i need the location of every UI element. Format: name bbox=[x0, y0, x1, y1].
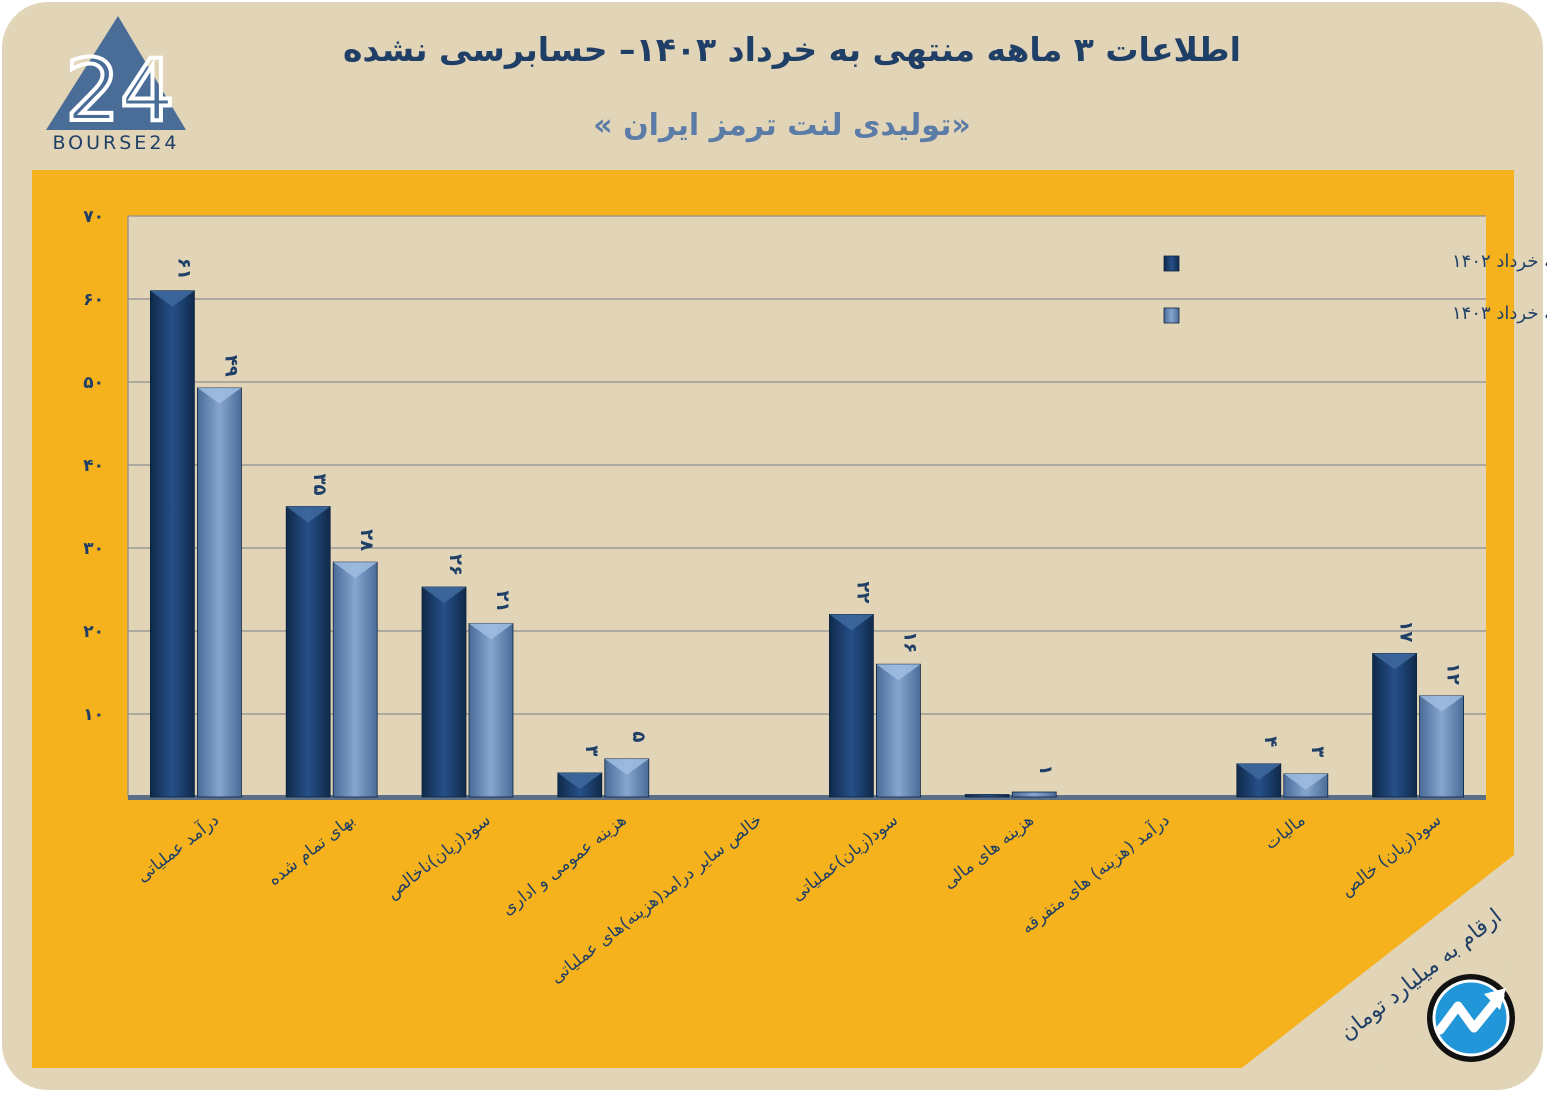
logo-mark: 24 bbox=[65, 41, 174, 141]
bar-cap bbox=[333, 562, 378, 579]
data-label: ۱۷ bbox=[1396, 620, 1417, 642]
bar bbox=[1419, 695, 1464, 798]
data-label: ۱ bbox=[1035, 765, 1056, 776]
bar-cap bbox=[1283, 773, 1328, 790]
y-tick-label: ۷۰ bbox=[83, 207, 104, 227]
y-tick-label: ۴۰ bbox=[83, 456, 104, 476]
y-tick-label: ۳۰ bbox=[83, 539, 104, 559]
x-axis bbox=[128, 795, 1486, 800]
y-tick-label: ۶۰ bbox=[83, 290, 104, 310]
bar-cap bbox=[1372, 653, 1417, 670]
bar bbox=[421, 586, 467, 798]
data-label: ۳۵ bbox=[309, 474, 330, 496]
data-label: ۴۹ bbox=[220, 355, 241, 377]
bar-cap bbox=[557, 772, 602, 789]
bar bbox=[468, 623, 514, 798]
page-title: اطلاعات ۳ ماهه منتهی به خرداد ۱۴۰۳– حساب… bbox=[343, 30, 1241, 69]
data-label: ۲۲ bbox=[852, 581, 873, 603]
page-subtitle: «تولیدی لنت ترمز ایران » bbox=[593, 108, 971, 143]
data-label: ۲۸ bbox=[356, 529, 377, 551]
logo-triangle bbox=[46, 16, 186, 130]
trend-logo-icon bbox=[1427, 974, 1515, 1062]
y-tick-label: ۲۰ bbox=[83, 622, 104, 642]
bar-cap bbox=[197, 387, 242, 404]
legend-entry: عملکرد منتهی به خرداد ۱۴۰۳ bbox=[1452, 303, 1547, 324]
bar-cap bbox=[604, 758, 649, 775]
data-label: ۲۱ bbox=[492, 591, 513, 613]
legend-swatch bbox=[1163, 307, 1180, 324]
data-label: ۱۶ bbox=[899, 631, 920, 653]
data-label: ۲۶ bbox=[445, 554, 466, 576]
bar bbox=[1011, 791, 1057, 798]
bar-cap bbox=[829, 614, 874, 631]
bar-cap bbox=[422, 587, 466, 604]
bar-cap bbox=[286, 506, 331, 523]
bourse24-logo: 24 bbox=[46, 16, 186, 143]
y-tick-label: ۵۰ bbox=[83, 373, 104, 393]
data-label: ۶۱ bbox=[173, 258, 194, 280]
bar-cap bbox=[150, 290, 195, 307]
data-label: ۳ bbox=[581, 745, 602, 756]
bar bbox=[829, 614, 874, 798]
data-label: ۱۲ bbox=[1443, 663, 1464, 685]
plot-area bbox=[128, 216, 1486, 797]
data-label: ۴ bbox=[1260, 736, 1281, 747]
logo-text: BOURSE24 bbox=[52, 132, 180, 154]
bar bbox=[149, 290, 195, 798]
bar bbox=[285, 506, 331, 798]
data-label: ۳ bbox=[1307, 746, 1328, 757]
bar-cap bbox=[1419, 695, 1464, 712]
bar bbox=[1372, 653, 1417, 798]
y-tick-label: ۱۰ bbox=[83, 705, 104, 725]
bar bbox=[332, 561, 378, 798]
bar-cap bbox=[876, 664, 921, 681]
bar-cap bbox=[469, 623, 513, 640]
bar-cap bbox=[1236, 763, 1281, 780]
bar bbox=[964, 794, 1010, 798]
bar bbox=[196, 387, 242, 798]
data-label: ۵ bbox=[628, 731, 649, 742]
legend-entry: عملکرد منتهی به خرداد ۱۴۰۲ bbox=[1452, 251, 1547, 272]
bar bbox=[876, 663, 921, 798]
legend-swatch bbox=[1163, 255, 1180, 272]
